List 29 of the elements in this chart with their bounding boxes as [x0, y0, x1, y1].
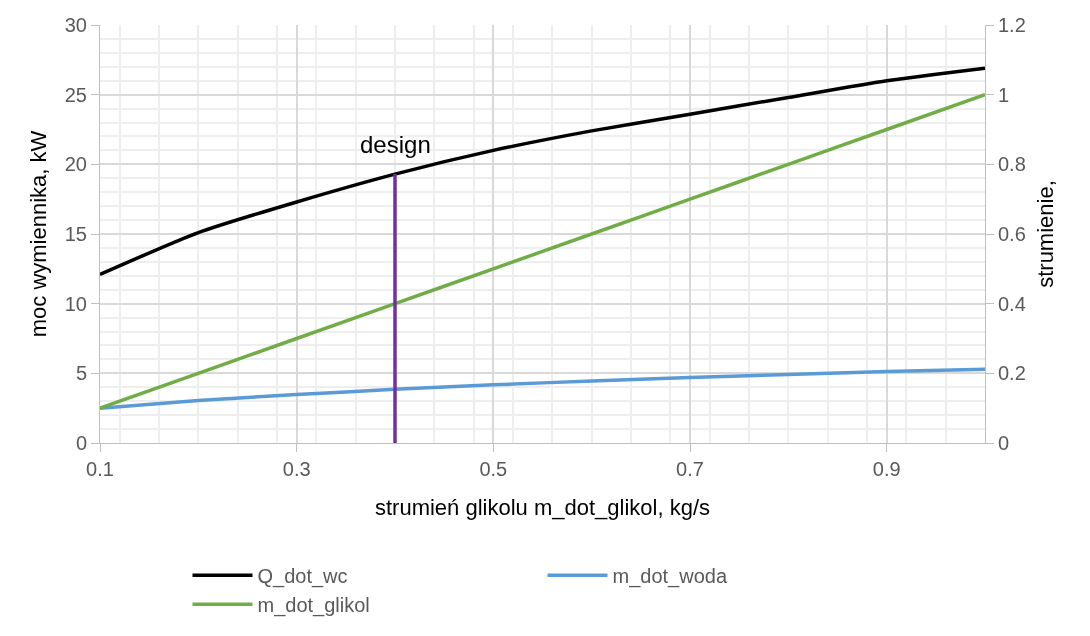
x-tick-label: 0.7 — [676, 458, 704, 480]
y2-tick-label: 0.4 — [998, 292, 1026, 315]
y2-tick-label: 0.2 — [998, 362, 1026, 385]
y2-tick-label: 1 — [998, 83, 1010, 106]
y-tick-label: 15 — [64, 223, 87, 245]
y-tick-label: 0 — [75, 432, 87, 454]
y-tick-label: 20 — [64, 153, 87, 176]
line-series — [100, 66, 985, 277]
y2-tick-label: 0.6 — [998, 223, 1026, 245]
x-axis-title: strumień glikolu m_dot_glikol, kg/s — [374, 494, 711, 520]
legend-label: Q_dot_wc — [257, 565, 348, 589]
line-series — [100, 367, 985, 410]
x-tick-label: 0.3 — [282, 458, 311, 480]
legend-label: m_dot_glikol — [257, 594, 370, 618]
x-tick-label: 0.9 — [872, 458, 901, 480]
ref-line-label: design — [360, 131, 431, 158]
y-tick-label: 10 — [64, 292, 87, 315]
y2-tick-label: 1.2 — [998, 14, 1026, 36]
x-tick-label: 0.5 — [479, 458, 508, 480]
y2-axis-title: strumienie, — [1032, 180, 1058, 288]
x-tick-label: 0.1 — [86, 458, 114, 480]
y2-tick-label: 0.8 — [998, 153, 1026, 176]
y-tick-label: 5 — [75, 362, 87, 385]
y-tick-label: 30 — [64, 14, 87, 36]
y-axis-title: moc wymiennika, kW — [25, 130, 51, 338]
y-tick-label: 25 — [64, 83, 87, 106]
y2-tick-label: 0 — [998, 432, 1010, 454]
legend-label: m_dot_woda — [612, 565, 728, 589]
line-series — [100, 92, 985, 410]
